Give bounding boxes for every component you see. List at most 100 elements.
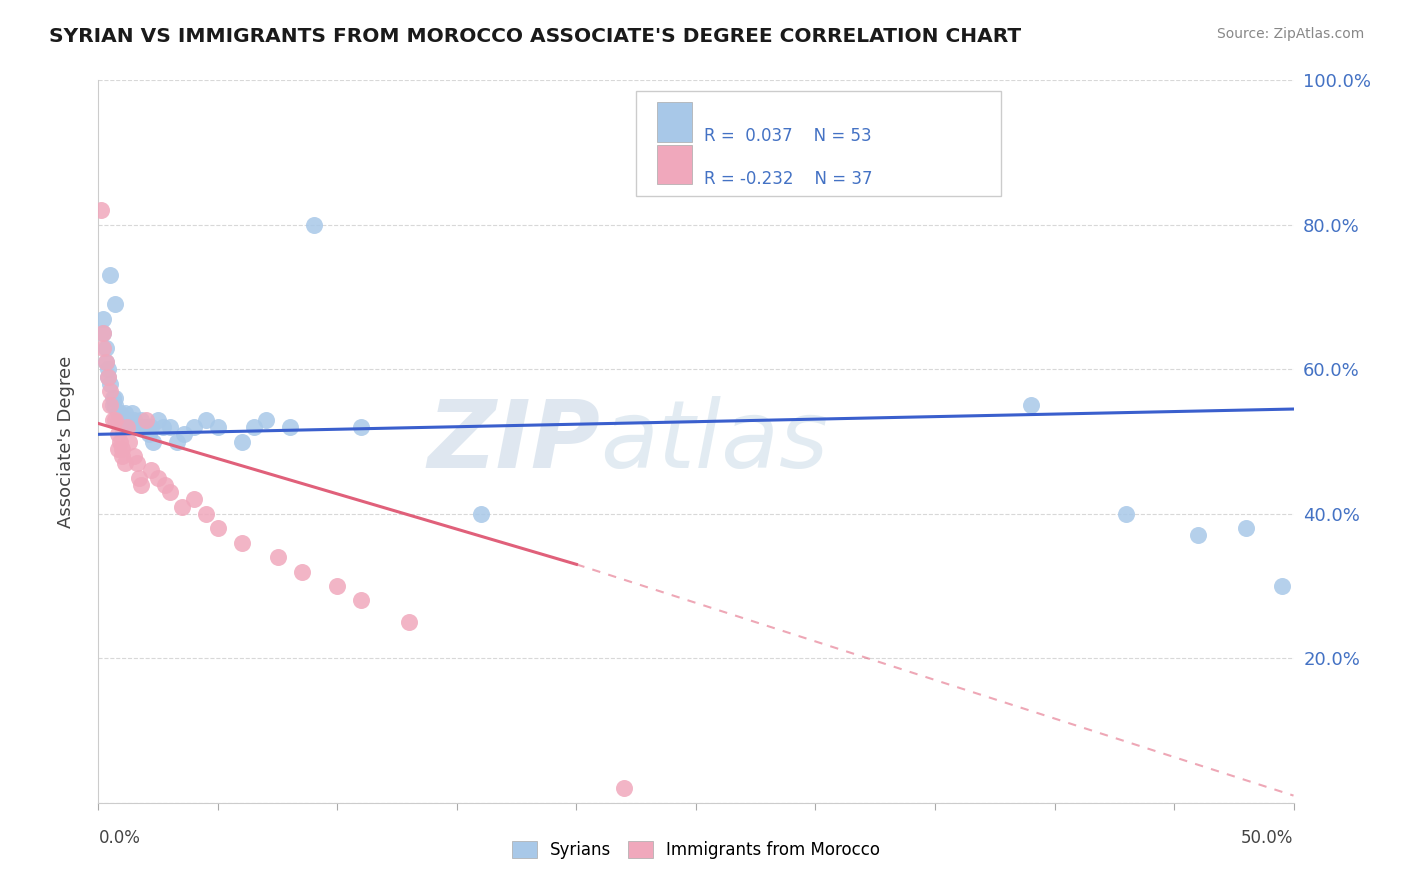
Point (267, 550, 290, 565)
Point (98, 376, 122, 391)
Text: R =  0.037    N = 53: R = 0.037 N = 53 (704, 128, 872, 145)
Point (91, 311, 114, 326)
Point (183, 492, 205, 507)
Point (111, 442, 134, 456)
Point (132, 420, 155, 434)
Point (135, 413, 157, 427)
Point (115, 420, 138, 434)
Point (111, 420, 134, 434)
Point (94, 355, 117, 369)
Point (115, 420, 138, 434)
Point (107, 406, 129, 420)
Point (1234, 521, 1257, 535)
Point (207, 420, 229, 434)
Point (114, 456, 136, 470)
Point (231, 434, 253, 449)
Legend: Syrians, Immigrants from Morocco: Syrians, Immigrants from Morocco (512, 841, 880, 860)
Point (121, 406, 143, 420)
Bar (657, 145, 692, 185)
Point (124, 449, 146, 463)
Point (183, 420, 205, 434)
Point (1019, 398, 1042, 412)
Point (142, 434, 165, 449)
Point (125, 420, 148, 434)
Point (114, 420, 136, 434)
Point (98, 398, 122, 412)
Point (107, 413, 129, 427)
Point (128, 420, 150, 434)
FancyBboxPatch shape (637, 91, 1001, 196)
Point (111, 449, 134, 463)
Point (159, 420, 181, 434)
Point (470, 507, 492, 521)
Point (101, 391, 124, 405)
Point (138, 427, 160, 442)
Y-axis label: Associate's Degree: Associate's Degree (56, 355, 75, 528)
Bar (657, 102, 692, 142)
Point (131, 413, 153, 427)
Point (326, 579, 349, 593)
Text: 50.0%: 50.0% (1241, 829, 1294, 847)
Point (114, 406, 136, 420)
Point (97, 362, 120, 376)
Point (350, 420, 373, 434)
Point (135, 420, 157, 434)
Point (350, 593, 373, 607)
Point (173, 427, 195, 442)
Point (613, 781, 636, 796)
Point (94, 355, 117, 369)
Point (166, 434, 188, 449)
Point (108, 434, 131, 449)
Point (243, 420, 266, 434)
Point (104, 398, 127, 412)
Point (291, 565, 314, 579)
Point (1271, 579, 1294, 593)
Point (155, 478, 177, 492)
Point (131, 478, 153, 492)
Text: SYRIAN VS IMMIGRANTS FROM MOROCCO ASSOCIATE'S DEGREE CORRELATION CHART: SYRIAN VS IMMIGRANTS FROM MOROCCO ASSOCI… (49, 27, 1021, 45)
Point (207, 521, 229, 535)
Point (302, 218, 325, 232)
Point (733, 138, 755, 153)
Point (94, 341, 117, 355)
Text: Source: ZipAtlas.com: Source: ZipAtlas.com (1216, 27, 1364, 41)
Point (254, 413, 277, 427)
Point (107, 427, 129, 442)
Point (104, 413, 127, 427)
Point (278, 420, 301, 434)
Point (159, 485, 181, 500)
Point (118, 413, 141, 427)
Point (152, 420, 174, 434)
Point (139, 420, 162, 434)
Point (90, 203, 112, 218)
Point (148, 470, 170, 484)
Text: ZIP: ZIP (427, 395, 600, 488)
Point (148, 413, 170, 427)
Point (139, 463, 162, 477)
Point (97, 369, 120, 384)
Point (124, 413, 146, 427)
Point (91, 326, 114, 340)
Point (125, 456, 148, 470)
Text: 0.0%: 0.0% (98, 829, 141, 847)
Point (111, 413, 134, 427)
Point (172, 500, 194, 514)
Point (118, 434, 141, 449)
Text: R = -0.232    N = 37: R = -0.232 N = 37 (704, 170, 873, 188)
Point (91, 341, 114, 355)
Point (97, 369, 120, 384)
Point (1187, 528, 1209, 542)
Point (91, 326, 114, 340)
Point (98, 268, 122, 283)
Point (195, 413, 218, 427)
Text: atlas: atlas (600, 396, 828, 487)
Point (108, 406, 131, 420)
Point (101, 398, 124, 412)
Point (231, 535, 253, 549)
Point (1115, 507, 1137, 521)
Point (128, 470, 150, 484)
Point (107, 442, 129, 456)
Point (104, 391, 127, 405)
Point (98, 384, 122, 398)
Point (195, 507, 218, 521)
